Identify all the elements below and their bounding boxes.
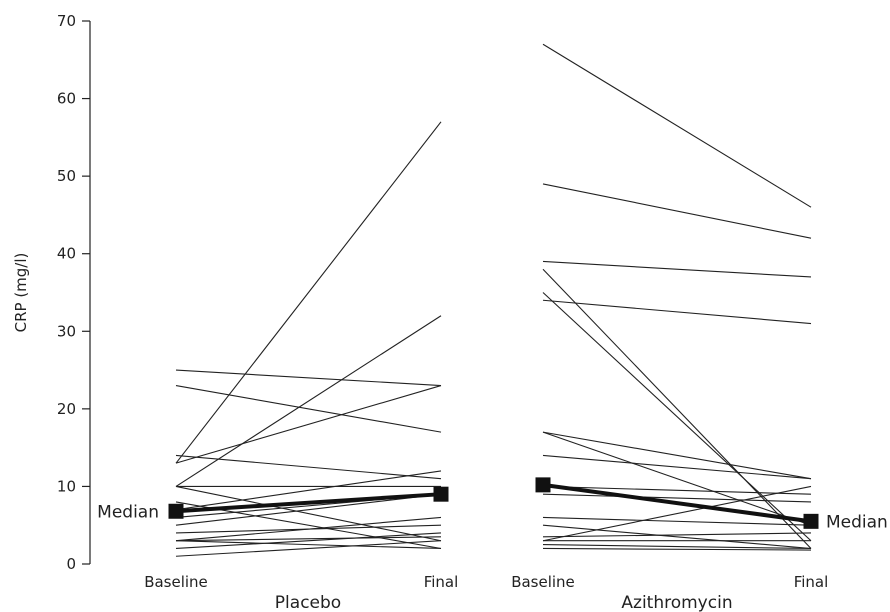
median-line [542,482,812,524]
patient-line [175,516,442,542]
y-tick-label: 0 [66,555,76,573]
patient-line [175,485,442,542]
y-tick-label: 70 [57,12,76,30]
patient-line [542,260,812,278]
patient-line [542,547,812,551]
patient-lines [175,43,812,557]
patient-line [542,532,812,538]
y-tick-label: 50 [57,167,76,185]
group-label: Azithromycin [621,593,732,612]
y-tick-label: 10 [57,477,76,495]
median-marker-final [433,486,449,502]
median-label: Median [826,512,888,532]
patient-line [175,454,442,480]
label-layer: 0 10 20 30 40 50 60 70 CRP (mg/l) Baseline Final Ba… [12,12,888,612]
patient-line [175,369,442,387]
patient-line [542,493,812,503]
patient-line [542,268,812,549]
patient-line [175,540,442,557]
median-marker-final [803,513,819,529]
x-tick-label: Final [424,573,459,591]
median-layer [168,477,819,529]
patient-line [542,454,812,480]
patient-line [542,516,812,526]
patient-line [542,485,812,495]
y-tick-label: 40 [57,245,76,263]
patient-line [175,540,442,550]
patient-line [542,299,812,325]
patient-line [175,493,442,526]
median-line [175,492,442,514]
patient-line [175,121,442,464]
y-tick-label: 20 [57,400,76,418]
patient-line [542,431,812,526]
axis-layer [82,20,91,565]
patient-line [542,183,812,239]
median-marker-baseline [535,477,551,493]
x-tick-label: Baseline [144,573,208,591]
y-tick-label: 30 [57,322,76,340]
median-label: Median [97,502,159,522]
patient-line [542,485,812,542]
patient-line [175,470,442,511]
x-tick-label: Final [794,573,829,591]
x-tick-label: Baseline [511,573,575,591]
y-axis-title: CRP (mg/l) [12,253,30,333]
patient-line [175,536,442,542]
median-marker-baseline [168,503,184,519]
patient-line [542,524,812,550]
patient-line [542,43,812,208]
patient-line [175,315,442,487]
patient-line [542,431,812,480]
patient-line [175,385,442,433]
patient-line [175,532,442,550]
y-tick-label: 60 [57,90,76,108]
patient-line [542,544,812,550]
patient-line [542,292,812,542]
patient-line [175,385,442,464]
group-label: Placebo [275,593,341,612]
